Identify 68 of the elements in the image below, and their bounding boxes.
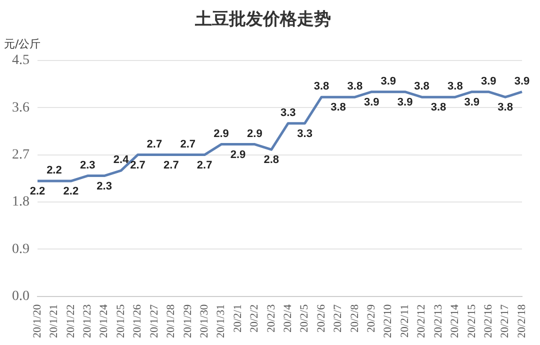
x-tick-label: 20/1/21 [48,304,60,338]
data-label: 3.9 [480,75,496,88]
data-label: 3.3 [280,106,296,119]
data-label: 2.7 [180,138,196,150]
data-label: 2.7 [164,159,179,172]
data-label: 3.8 [330,102,346,114]
data-label: 3.8 [414,80,430,93]
data-label: 3.9 [380,75,396,88]
data-label: 2.3 [80,159,96,172]
x-tick-label: 20/1/29 [182,304,194,338]
x-tick-label: 20/2/10 [382,304,394,338]
x-tick-label: 20/1/28 [165,304,178,338]
data-label: 2.9 [214,128,229,140]
data-label: 3.9 [397,96,413,108]
data-label: 3.9 [364,96,380,108]
y-tick-label: 0.0 [12,289,30,304]
data-label: 3.8 [430,102,446,114]
x-tick-label: 20/1/23 [82,304,94,338]
x-tick-label: 20/2/17 [499,304,512,338]
x-tick-label: 20/2/7 [332,304,344,333]
y-tick-label: 3.6 [12,100,30,116]
x-tick-label: 20/1/27 [148,304,160,338]
x-tick-label: 20/2/4 [282,304,294,333]
x-tick-label: 20/2/18 [516,304,528,338]
data-label: 2.7 [130,159,146,172]
data-label: 3.3 [297,128,312,140]
data-label: 3.9 [464,96,480,108]
data-label: 2.8 [264,154,280,166]
x-tick-label: 20/2/11 [398,304,411,338]
data-label: 3.8 [314,80,330,93]
y-tick-label: 0.9 [12,242,30,257]
data-label: 3.9 [514,75,530,88]
x-tick-label: 20/2/2 [248,304,261,333]
y-axis-title: 元/公斤 [4,37,41,50]
x-tick-label: 20/1/30 [198,304,210,338]
x-tick-label: 20/1/25 [114,304,127,338]
data-label: 2.2 [63,186,79,198]
data-label: 2.2 [30,186,46,198]
x-tick-label: 20/2/6 [315,304,328,333]
data-label: 3.8 [347,80,363,93]
data-label: 2.7 [196,159,212,172]
x-tick-label: 20/2/1 [232,304,244,333]
x-tick-label: 20/1/24 [98,304,110,338]
x-tick-label: 20/2/5 [298,304,311,333]
data-label: 2.4 [113,154,130,166]
x-tick-label: 20/1/26 [132,304,144,338]
y-tick-label: 1.8 [12,194,30,210]
chart-title: 土豆批发价格走势 [194,10,331,30]
x-tick-label: 20/1/22 [64,304,77,338]
data-label: 2.7 [146,138,162,150]
x-tick-label: 20/2/9 [366,304,378,333]
data-label: 2.3 [96,180,112,192]
x-tick-label: 20/2/12 [416,304,428,338]
data-label: 2.2 [46,164,62,177]
x-tick-label: 20/2/3 [265,304,278,333]
data-label: 2.9 [247,128,262,140]
x-tick-label: 20/2/8 [348,304,361,333]
x-tick-label: 20/2/13 [432,304,444,338]
x-tick-label: 20/1/20 [31,304,44,338]
y-tick-label: 2.7 [12,147,30,162]
x-tick-label: 20/1/31 [215,304,228,338]
x-tick-label: 20/2/14 [449,304,462,338]
x-tick-label: 20/2/16 [482,304,494,338]
data-label: 3.8 [498,102,513,114]
data-label: 2.9 [230,148,246,161]
y-tick-label: 4.5 [12,53,30,68]
data-label: 3.8 [448,80,463,93]
x-tick-label: 20/2/15 [466,304,478,338]
